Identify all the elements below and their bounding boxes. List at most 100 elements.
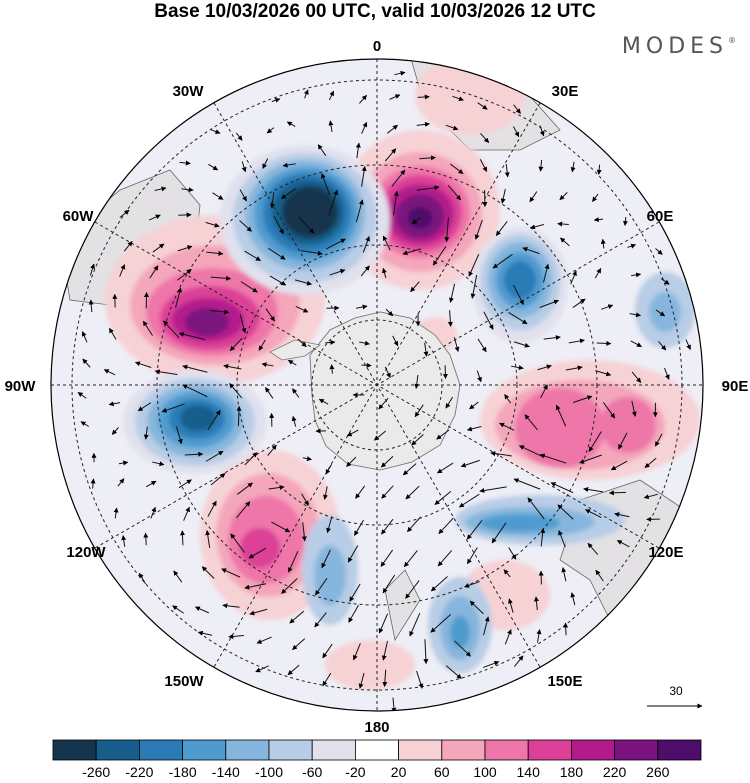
wind-arrow	[378, 397, 389, 410]
lon-label-30e: 30E	[552, 83, 579, 100]
wind-arrow	[539, 125, 545, 137]
brand-name: MODES	[621, 34, 728, 59]
colorbar-swatch	[484, 739, 529, 761]
wind-arrow	[533, 596, 539, 611]
wind-arrow	[239, 314, 247, 334]
wind-arrow	[655, 309, 666, 317]
wind-arrow	[631, 371, 642, 383]
wind-arrow	[479, 132, 490, 143]
wind-arrow	[358, 672, 365, 689]
wind-arrow	[560, 237, 570, 247]
anomaly-low-weddell	[220, 145, 390, 295]
wind-arrow	[172, 605, 185, 614]
wind-arrow	[602, 402, 616, 419]
wind-arrow	[411, 434, 424, 446]
wind-arrow	[384, 366, 391, 379]
wind-arrow	[328, 120, 334, 133]
wind-arrow	[527, 497, 545, 520]
wind-arrow	[143, 426, 149, 440]
wind-arrow	[262, 158, 269, 169]
wind-arrow	[512, 284, 524, 305]
wind-arrow	[152, 461, 165, 467]
wind-arrow	[258, 339, 266, 351]
wind-arrow	[152, 243, 165, 253]
wind-arrow	[301, 493, 309, 506]
wind-arrow	[236, 405, 242, 427]
wind-arrow	[210, 275, 232, 281]
wind-arrow	[173, 570, 183, 583]
wind-arrow	[123, 241, 133, 252]
wind-arrow	[286, 121, 296, 127]
wind-arrow	[281, 578, 298, 594]
wind-arrow	[654, 433, 663, 447]
wind-arrow	[503, 569, 511, 578]
lon-label-180: 180	[364, 719, 389, 736]
wind-arrow	[483, 660, 500, 668]
wind-arrow	[154, 369, 178, 375]
wind-arrow	[513, 341, 530, 348]
wind-arrow	[393, 190, 399, 216]
wind-arrow	[458, 493, 480, 508]
colorbar-tick-label: 260	[646, 764, 670, 780]
wind-arrow	[346, 429, 359, 437]
colorbar-tick-label: -60	[302, 764, 322, 780]
wind-arrow	[380, 455, 394, 468]
wind-arrow	[177, 269, 192, 281]
wind-arrow	[228, 633, 244, 639]
wind-arrow	[221, 568, 241, 578]
wind-arrow	[294, 279, 312, 286]
wind-arrow	[434, 491, 452, 505]
wind-arrow	[271, 97, 281, 103]
wind-arrow	[269, 192, 275, 209]
wind-arrow	[208, 163, 219, 171]
wind-arrow	[322, 672, 332, 687]
wind-arrow	[466, 425, 482, 432]
wind-arrow	[328, 189, 339, 216]
wind-arrow	[658, 340, 667, 351]
wind-arrow	[80, 421, 90, 427]
wind-arrow	[269, 275, 287, 286]
wind-arrow	[150, 506, 156, 519]
wind-arrow	[565, 365, 583, 371]
wind-arrow	[287, 664, 300, 676]
wind-arrow	[610, 460, 628, 471]
colorbar-swatch	[138, 739, 183, 761]
wind-arrow	[362, 236, 370, 253]
wind-arrow	[394, 70, 406, 76]
wind-arrow	[627, 243, 637, 249]
wind-arrow	[183, 506, 190, 521]
wind-arrow	[558, 530, 566, 548]
wind-arrow	[318, 398, 329, 405]
wind-arrow	[595, 569, 604, 582]
wind-arrow	[518, 445, 543, 458]
wind-arrow	[513, 104, 521, 114]
wind-arrow	[329, 364, 335, 374]
wind-arrow	[207, 409, 221, 431]
wind-arrow	[303, 89, 309, 99]
wind-arrow	[572, 395, 593, 403]
wind-arrow	[410, 281, 420, 293]
graticule	[51, 59, 703, 711]
wind-arrow	[453, 337, 460, 353]
colorbar-swatch	[354, 739, 399, 761]
wind-arrow	[134, 361, 152, 368]
colorbar-tick-label: -20	[345, 764, 365, 780]
wind-arrow	[295, 305, 309, 313]
wind-arrow	[436, 429, 450, 440]
wind-arrow	[616, 540, 630, 548]
lon-label-90w: 90W	[5, 378, 37, 395]
lon-label-120e: 120E	[648, 544, 683, 561]
wind-arrow	[381, 640, 389, 661]
wind-arrow	[117, 478, 125, 487]
wind-arrow	[282, 162, 296, 168]
wind-arrow	[403, 550, 418, 568]
wind-arrow	[529, 191, 538, 203]
wind-arrow	[466, 520, 483, 540]
wind-arrow	[118, 460, 129, 466]
wind-arrow	[423, 639, 429, 665]
wind-arrow	[661, 278, 670, 285]
wind-arrow	[360, 265, 370, 277]
wind-arrow	[328, 90, 335, 101]
wind-arrow	[323, 486, 328, 500]
wind-arrow	[266, 127, 275, 134]
